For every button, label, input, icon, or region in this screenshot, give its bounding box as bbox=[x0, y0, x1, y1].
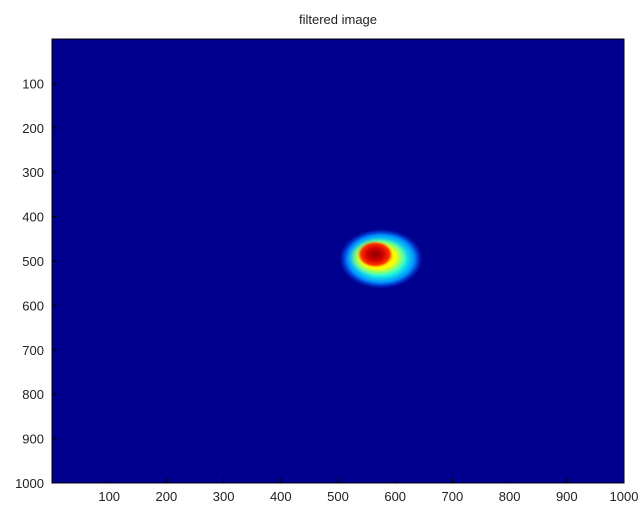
x-tick-label: 700 bbox=[442, 489, 464, 504]
y-tick-label: 600 bbox=[22, 298, 44, 313]
y-tick-label: 700 bbox=[22, 343, 44, 358]
x-tick-label: 400 bbox=[270, 489, 292, 504]
heatmap-hotspot bbox=[339, 228, 423, 289]
y-tick-label: 400 bbox=[22, 210, 44, 225]
y-tick-label: 100 bbox=[22, 76, 44, 91]
y-tick-label: 1000 bbox=[15, 476, 44, 491]
y-axis: 100 200 300 400 500 600 700 800 900 1000 bbox=[15, 76, 57, 491]
x-tick-label: 200 bbox=[156, 489, 178, 504]
y-tick-label: 800 bbox=[22, 387, 44, 402]
y-tick-label: 900 bbox=[22, 432, 44, 447]
x-tick-label: 900 bbox=[556, 489, 578, 504]
chart-title: filtered image bbox=[299, 12, 377, 27]
hotspot-core bbox=[357, 241, 394, 268]
y-tick-label: 200 bbox=[22, 121, 44, 136]
x-tick-label: 300 bbox=[213, 489, 235, 504]
x-axis: 100 200 300 400 500 600 700 800 900 1000 bbox=[98, 478, 638, 504]
x-tick-label: 600 bbox=[384, 489, 406, 504]
heatmap-background bbox=[52, 39, 624, 483]
y-tick-label: 500 bbox=[22, 254, 44, 269]
x-tick-label: 800 bbox=[499, 489, 521, 504]
y-tick-label: 300 bbox=[22, 165, 44, 180]
x-tick-label: 500 bbox=[327, 489, 349, 504]
x-tick-label: 1000 bbox=[610, 489, 638, 504]
x-tick-label: 100 bbox=[98, 489, 120, 504]
